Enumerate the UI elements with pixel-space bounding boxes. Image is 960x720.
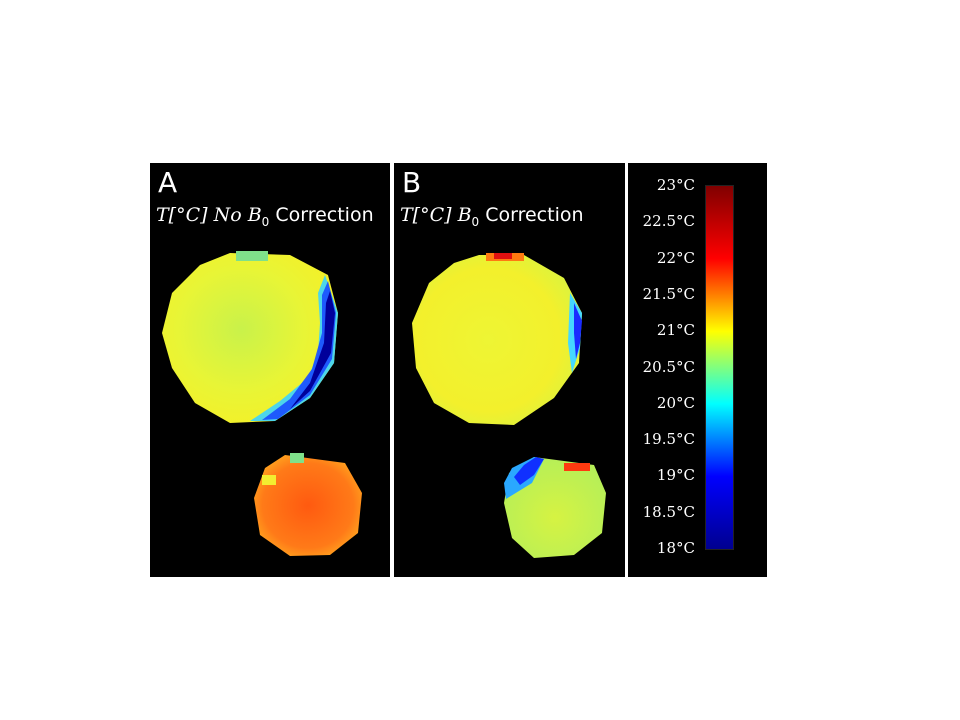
colorbar-panel: 23°C 22.5°C 22°C 21.5°C 21°C 20.5°C 20°C 19.5°C…	[628, 163, 767, 577]
colorbar-tick-label: 22.5°C	[642, 212, 695, 231]
colorbar-tick-label: 23°C	[656, 176, 695, 194]
phantom-bottom-a	[254, 455, 362, 556]
colorbar-tick-label: 22°C	[656, 248, 695, 267]
panel-b-correction: B T[°C] B0 Correction	[394, 163, 625, 577]
phantom-top-a	[162, 253, 338, 423]
colorbar-tick-label: 19.5°C	[642, 430, 695, 449]
colorbar-tick-label: 18.5°C	[642, 502, 695, 521]
colorbar-tick-label: 18°C	[656, 539, 695, 557]
panel-title: T[°C] B0 Correction	[400, 204, 584, 229]
colorbar-tick-label: 21.5°C	[642, 284, 695, 303]
colorbar-tick-label: 19°C	[656, 466, 695, 485]
temperature-map-b	[412, 253, 606, 558]
colorbar-tick-label: 20°C	[656, 393, 695, 412]
temperature-map-a	[162, 251, 362, 556]
colorbar-tick-label: 20.5°C	[642, 357, 695, 376]
phantom-top-b	[412, 255, 582, 425]
panel-title: T[°C] No B0 Correction	[156, 204, 374, 229]
colorbar-tick-label: 21°C	[656, 321, 695, 340]
colorbar	[705, 185, 734, 550]
panel-letter: A	[158, 166, 178, 199]
panel-letter: B	[402, 166, 422, 199]
panel-a-no-correction: A T[°C] No B0 Correction	[150, 163, 390, 577]
